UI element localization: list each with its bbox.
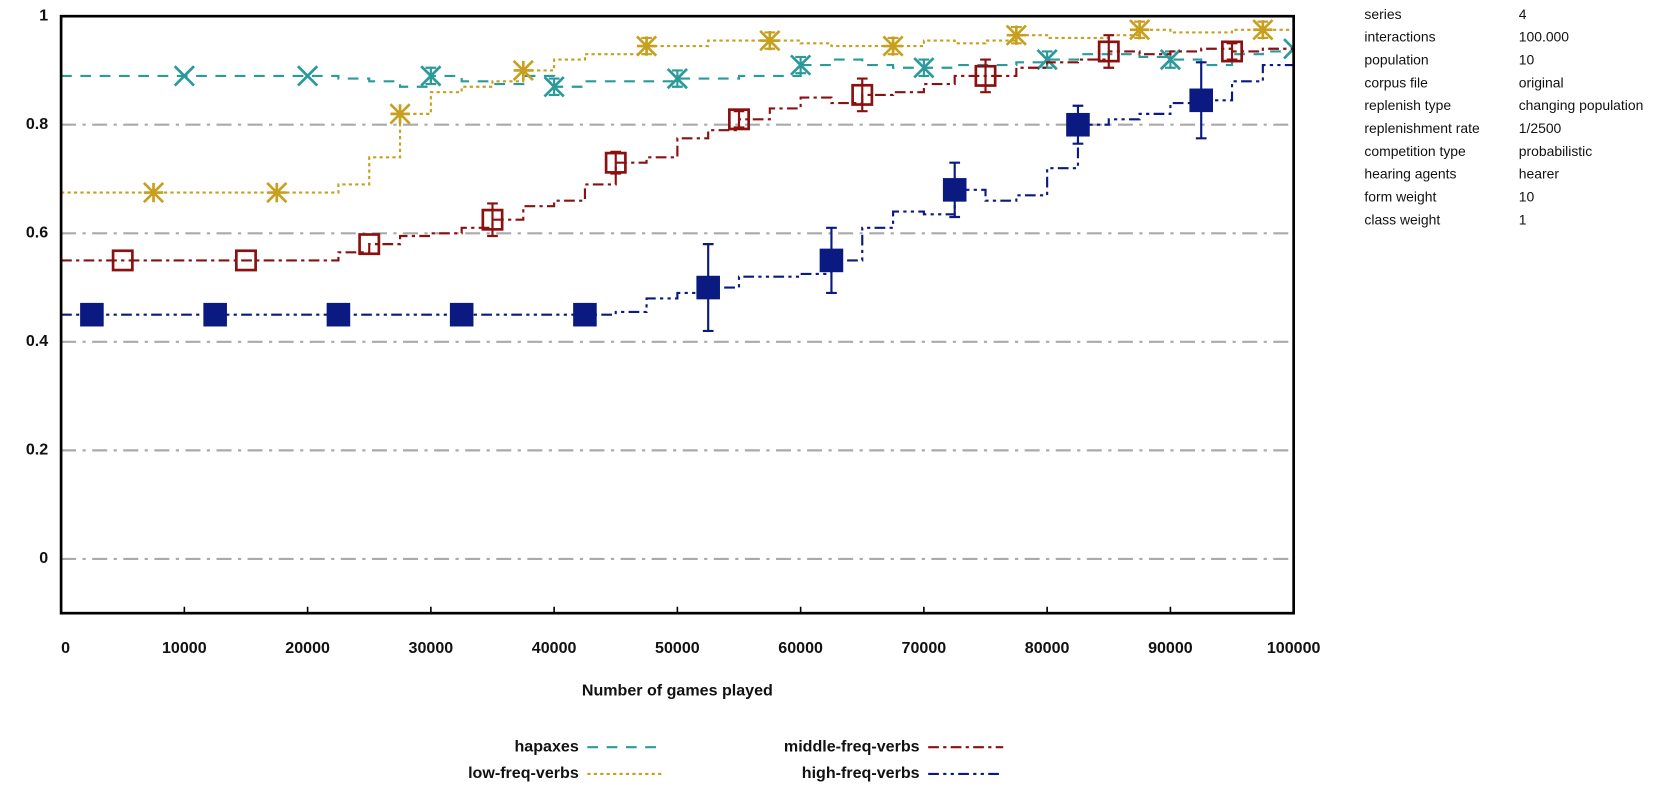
marker [481,208,504,231]
marker [358,233,381,256]
x-tick-label: 20000 [285,639,330,657]
marker [1036,49,1058,71]
marker [266,181,288,204]
param-value: probabilistic [1519,143,1593,159]
marker [543,76,565,98]
marker [635,35,658,57]
x-tick-label: 50000 [655,639,700,657]
marker [573,302,597,327]
error-bar [856,77,868,113]
marker [942,178,967,202]
param-value: 1/2500 [1519,120,1562,136]
marker [420,65,442,87]
marker [449,302,474,327]
marker [790,54,812,76]
marker [512,59,534,82]
marker [851,83,874,106]
param-label: form weight [1364,188,1436,204]
marker [111,249,134,272]
marker [1159,49,1181,71]
y-tick-label: 0.8 [26,115,48,133]
marker [728,108,750,131]
series-line [61,48,1294,88]
marker [80,302,104,327]
marker [1221,40,1244,63]
marker [1005,24,1027,46]
legend-label: middle-freq-verbs [784,737,920,755]
legend-label: high-freq-verbs [802,764,920,782]
marker [913,57,935,79]
legend-label: hapaxes [514,737,578,755]
marker [604,151,627,174]
error-bar [1103,34,1115,69]
param-value: 4 [1519,6,1527,22]
x-tick-label: 100000 [1267,639,1321,657]
series-line [61,48,1294,316]
marker [1252,19,1274,41]
param-label: hearing agents [1364,166,1456,182]
x-axis-label: Number of games played [582,682,773,700]
legend-label: low-freq-verbs [468,764,579,782]
param-value: changing population [1519,97,1644,113]
marker [234,249,257,272]
x-tick-label: 30000 [409,639,454,657]
marker [1097,40,1120,63]
marker [1189,88,1214,113]
marker [882,35,904,57]
marker [1128,19,1151,41]
y-tick-label: 0.2 [26,441,48,459]
annotations: 00.20.40.60.810 10000 20000 30000 40000 50000… [26,6,1643,782]
param-label: series [1364,6,1401,22]
marker [696,275,720,300]
error-bar [733,110,745,129]
marker [819,248,844,273]
marker [1066,112,1090,137]
marker [142,181,165,204]
param-label: interactions [1364,29,1435,45]
marker [666,68,688,90]
x-tick-label: 0 [61,639,70,657]
x-tick-label: 10000 [162,639,207,657]
marker [173,65,195,87]
marker [203,302,227,327]
x-tick-label: 60000 [778,639,823,657]
y-tick-label: 0 [39,549,48,567]
x-tick-label: 80000 [1025,639,1070,657]
marker [974,64,997,87]
marker [759,30,781,52]
param-value: 10 [1519,51,1535,67]
param-label: class weight [1364,211,1440,227]
x-tick-label: 90000 [1148,639,1193,657]
x-tick-label: 70000 [902,639,947,657]
x-tick-label: 40000 [532,639,577,657]
param-label: replenishment rate [1364,120,1480,136]
y-tick-label: 0.6 [26,224,48,242]
y-tick-label: 1 [39,6,48,24]
param-value: 1 [1519,211,1527,227]
param-label: competition type [1364,143,1466,159]
param-label: replenish type [1364,97,1451,113]
grid [61,15,1294,560]
marker [1283,38,1294,60]
param-value: original [1519,74,1564,90]
param-value: 100.000 [1519,29,1570,45]
param-label: population [1364,51,1428,67]
marker [326,302,351,327]
error-bar [1226,42,1238,61]
y-tick-label: 0.4 [26,332,48,350]
marker [389,103,411,125]
marker [297,65,319,87]
param-value: hearer [1519,166,1560,182]
param-label: corpus file [1364,74,1428,90]
param-value: 10 [1519,188,1535,204]
plot-area [61,19,1294,333]
